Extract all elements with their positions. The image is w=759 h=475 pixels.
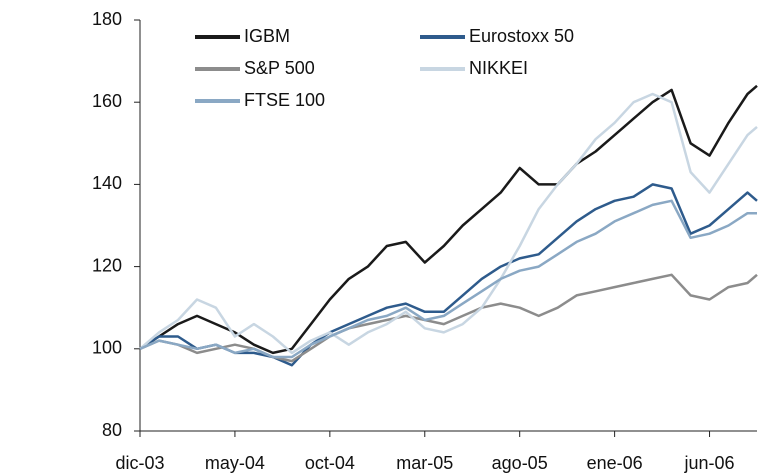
line-series (139, 92, 758, 355)
x-tick-label: ene-06 (587, 453, 643, 473)
legend-label: NIKKEI (469, 58, 528, 78)
x-tick-label: ago-05 (492, 453, 548, 473)
x-tick-label: may-04 (205, 453, 265, 473)
line-series (139, 273, 758, 363)
legend-label: Eurostoxx 50 (469, 26, 574, 46)
y-tick-label: 80 (102, 420, 122, 440)
line-series (139, 199, 757, 359)
legend-label: S&P 500 (244, 58, 315, 78)
y-tick-label: 140 (92, 173, 122, 193)
x-tick-label: dic-03 (115, 453, 164, 473)
x-tick-label: mar-05 (396, 453, 453, 473)
legend-label: IGBM (244, 26, 290, 46)
x-tick-label: oct-04 (305, 453, 355, 473)
legend-label: FTSE 100 (244, 90, 325, 110)
y-tick-label: 100 (92, 338, 122, 358)
y-tick-label: 120 (92, 255, 122, 275)
y-tick-label: 180 (92, 9, 122, 29)
y-tick-label: 160 (92, 91, 122, 111)
line-series (139, 183, 758, 367)
x-tick-label: jun-06 (684, 453, 735, 473)
line-series (139, 84, 758, 355)
